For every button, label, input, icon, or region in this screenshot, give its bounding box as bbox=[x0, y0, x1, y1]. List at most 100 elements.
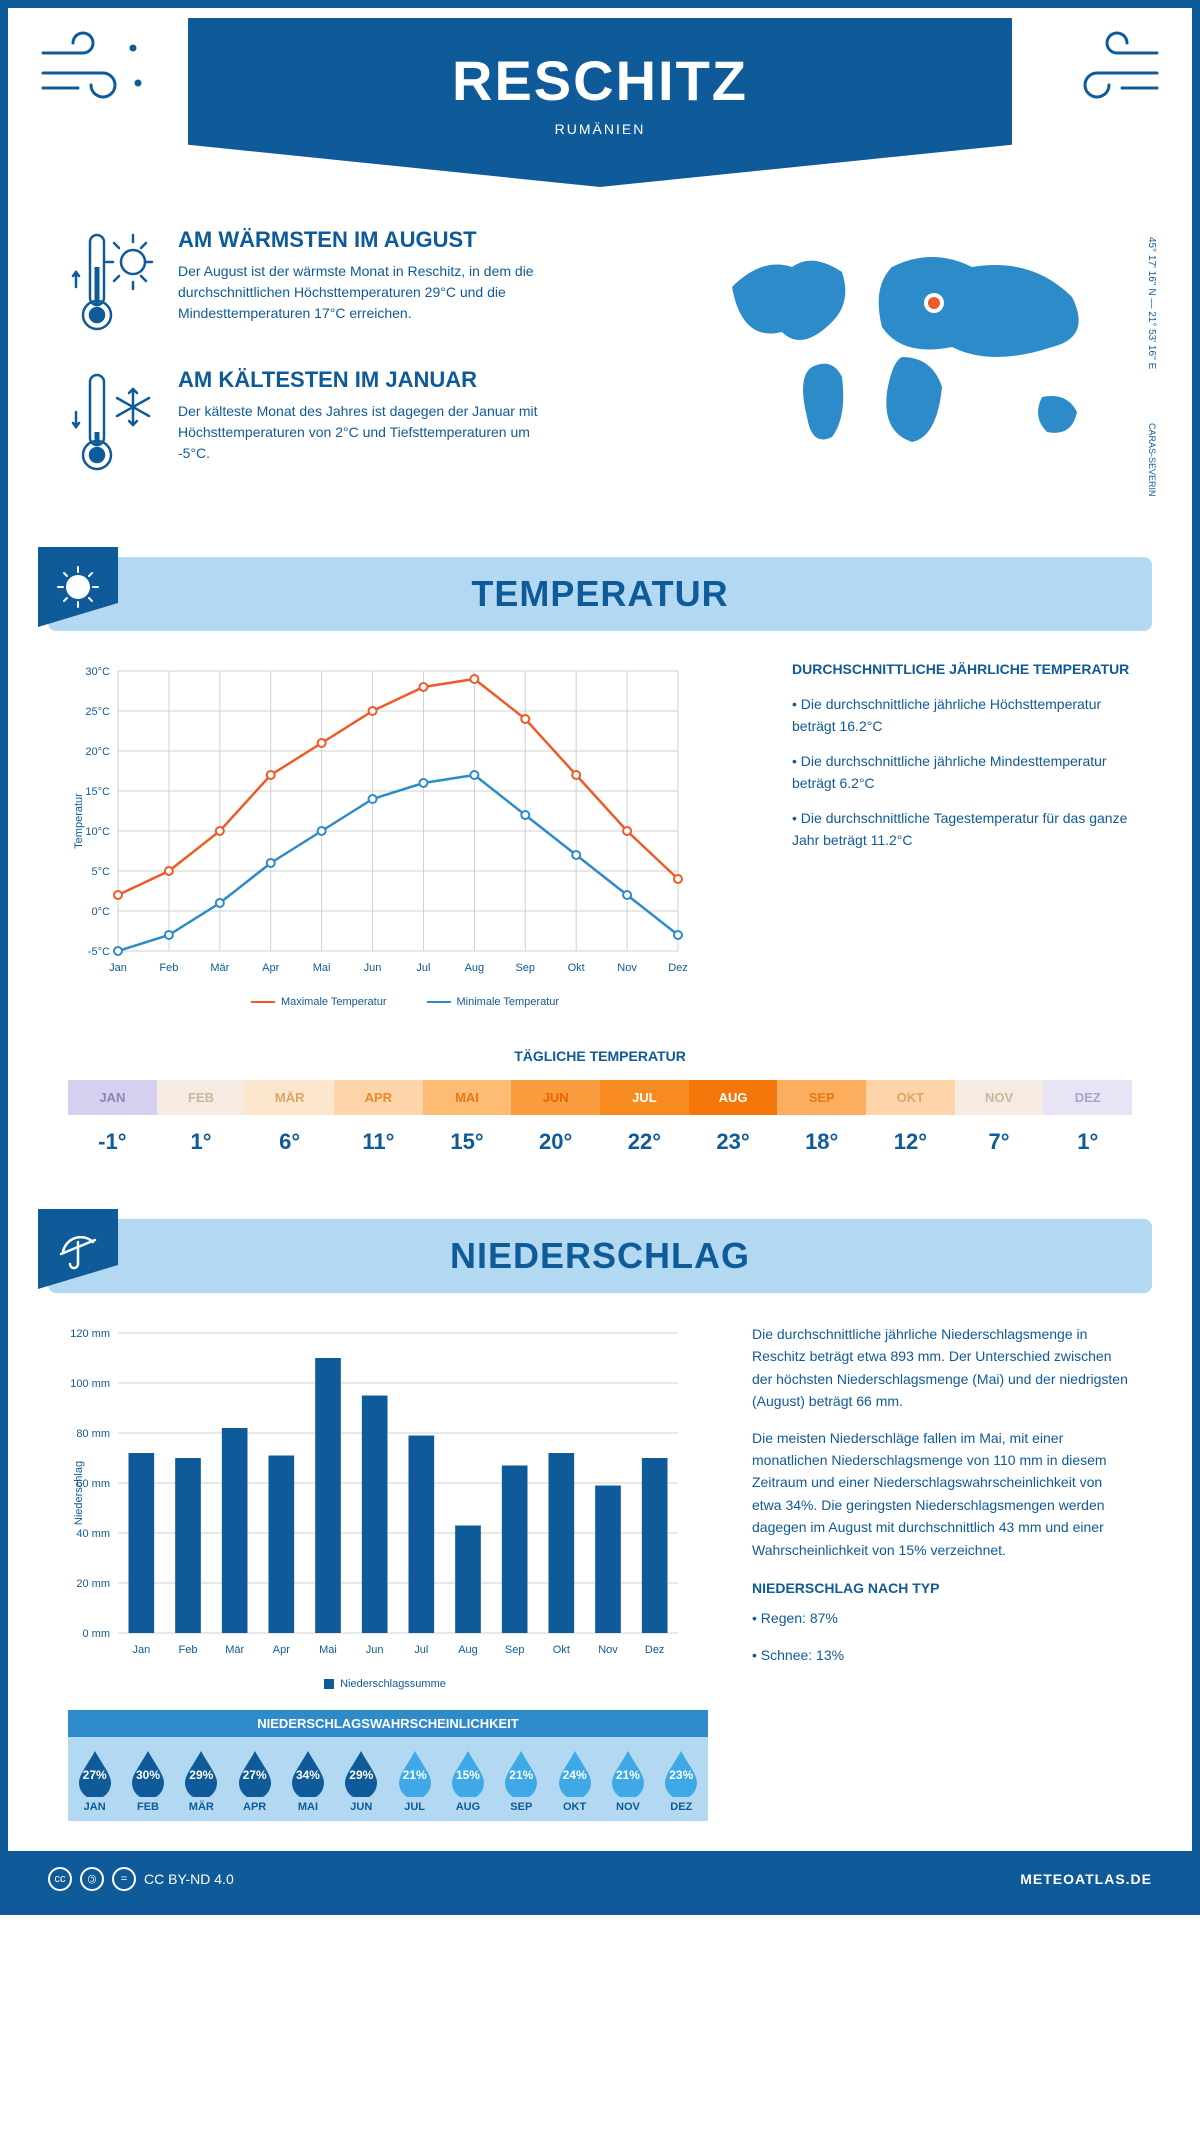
prob-cell: 23%DEZ bbox=[655, 1749, 708, 1813]
svg-text:Niederschlag: Niederschlag bbox=[73, 1461, 85, 1525]
svg-text:20°C: 20°C bbox=[85, 746, 110, 758]
svg-text:Temperatur: Temperatur bbox=[73, 793, 85, 849]
world-map: 45° 17' 16'' N — 21° 53' 16'' E CARAS-SE… bbox=[712, 227, 1132, 507]
temperature-text: DURCHSCHNITTLICHE JÄHRLICHE TEMPERATUR •… bbox=[792, 661, 1132, 1008]
temp-cell: JUN20° bbox=[511, 1080, 600, 1169]
coldest-fact: AM KÄLTESTEN IM JANUAR Der kälteste Mona… bbox=[68, 367, 672, 477]
temp-cell: NOV7° bbox=[955, 1080, 1044, 1169]
temp-cell: JUL22° bbox=[600, 1080, 689, 1169]
daily-temperature: TÄGLICHE TEMPERATUR JAN-1°FEB1°MÄR6°APR1… bbox=[8, 1038, 1192, 1199]
svg-text:Mär: Mär bbox=[225, 1644, 244, 1656]
precipitation-text: Die durchschnittliche jährliche Niedersc… bbox=[752, 1323, 1132, 1690]
nd-icon: = bbox=[112, 1867, 136, 1891]
bytype1: • Regen: 87% bbox=[752, 1607, 1132, 1629]
temperature-body: -5°C0°C5°C10°C15°C20°C25°C30°CJanFebMärA… bbox=[8, 631, 1192, 1038]
prob-cell: 30%FEB bbox=[121, 1749, 174, 1813]
svg-text:5°C: 5°C bbox=[92, 866, 111, 878]
sun-icon bbox=[38, 547, 118, 627]
temp-cell: APR11° bbox=[334, 1080, 423, 1169]
temperature-chart: -5°C0°C5°C10°C15°C20°C25°C30°CJanFebMärA… bbox=[68, 661, 742, 1008]
precipitation-chart: 0 mm20 mm40 mm60 mm80 mm100 mm120 mmJanF… bbox=[68, 1323, 702, 1690]
wind-icon bbox=[1052, 28, 1162, 108]
svg-text:15°C: 15°C bbox=[85, 786, 110, 798]
svg-text:Mär: Mär bbox=[210, 962, 229, 974]
temp-legend: Maximale Temperatur Minimale Temperatur bbox=[68, 996, 742, 1008]
svg-text:Jan: Jan bbox=[109, 962, 127, 974]
warmest-body: Der August ist der wärmste Monat in Resc… bbox=[178, 261, 558, 324]
svg-text:Dez: Dez bbox=[668, 962, 688, 974]
svg-text:Feb: Feb bbox=[179, 1644, 198, 1656]
temp-cell: AUG23° bbox=[689, 1080, 778, 1169]
header-wrap: RESCHITZ RUMÄNIEN bbox=[8, 8, 1192, 187]
warmest-title: AM WÄRMSTEN IM AUGUST bbox=[178, 227, 558, 253]
prob-row: 27%JAN30%FEB29%MÄR27%APR34%MAI29%JUN21%J… bbox=[68, 1737, 708, 1821]
svg-text:20 mm: 20 mm bbox=[76, 1578, 110, 1590]
svg-text:Dez: Dez bbox=[645, 1644, 665, 1656]
svg-text:-5°C: -5°C bbox=[88, 946, 110, 958]
coldest-text: AM KÄLTESTEN IM JANUAR Der kälteste Mona… bbox=[178, 367, 558, 477]
city-name: RESCHITZ bbox=[208, 48, 992, 113]
umbrella-icon bbox=[38, 1209, 118, 1289]
prob-cell: 15%AUG bbox=[441, 1749, 494, 1813]
license: cc 🄯 = CC BY-ND 4.0 bbox=[48, 1867, 234, 1891]
warmest-text: AM WÄRMSTEN IM AUGUST Der August ist der… bbox=[178, 227, 558, 337]
prob-cell: 21%JUL bbox=[388, 1749, 441, 1813]
prob-cell: 24%OKT bbox=[548, 1749, 601, 1813]
map-svg bbox=[712, 227, 1132, 467]
precipitation-heading: NIEDERSCHLAG bbox=[48, 1235, 1152, 1277]
cc-icon: cc bbox=[48, 1867, 72, 1891]
precipitation-header: NIEDERSCHLAG bbox=[48, 1219, 1152, 1293]
prob-cell: 34%MAI bbox=[281, 1749, 334, 1813]
svg-text:120 mm: 120 mm bbox=[70, 1328, 110, 1340]
prob-cell: 27%JAN bbox=[68, 1749, 121, 1813]
intro-section: AM WÄRMSTEN IM AUGUST Der August ist der… bbox=[8, 187, 1192, 537]
svg-text:Jan: Jan bbox=[132, 1644, 150, 1656]
legend-max: Maximale Temperatur bbox=[251, 996, 387, 1008]
svg-text:Jun: Jun bbox=[364, 962, 382, 974]
svg-text:80 mm: 80 mm bbox=[76, 1428, 110, 1440]
precip-text1: Die durchschnittliche jährliche Niedersc… bbox=[752, 1323, 1132, 1413]
page: RESCHITZ RUMÄNIEN AM WÄRMSTEN IM AUGUST … bbox=[0, 0, 1200, 1915]
prob-cell: 21%NOV bbox=[601, 1749, 654, 1813]
temp-cell: SEP18° bbox=[777, 1080, 866, 1169]
footer: cc 🄯 = CC BY-ND 4.0 METEOATLAS.DE bbox=[8, 1851, 1192, 1907]
svg-text:40 mm: 40 mm bbox=[76, 1528, 110, 1540]
coordinates: 45° 17' 16'' N — 21° 53' 16'' E bbox=[1146, 237, 1157, 369]
svg-text:Nov: Nov bbox=[598, 1644, 618, 1656]
svg-text:25°C: 25°C bbox=[85, 706, 110, 718]
svg-text:Okt: Okt bbox=[568, 962, 585, 974]
svg-text:Aug: Aug bbox=[458, 1644, 478, 1656]
bytype-heading: NIEDERSCHLAG NACH TYP bbox=[752, 1577, 1132, 1599]
precipitation-body: 0 mm20 mm40 mm60 mm80 mm100 mm120 mmJanF… bbox=[8, 1293, 1192, 1700]
header-banner: RESCHITZ RUMÄNIEN bbox=[188, 18, 1012, 187]
prob-cell: 29%MÄR bbox=[175, 1749, 228, 1813]
prob-cell: 21%SEP bbox=[495, 1749, 548, 1813]
temp-subheading: DURCHSCHNITTLICHE JÄHRLICHE TEMPERATUR bbox=[792, 661, 1132, 677]
coldest-title: AM KÄLTESTEN IM JANUAR bbox=[178, 367, 558, 393]
svg-text:Jul: Jul bbox=[416, 962, 430, 974]
svg-text:Jul: Jul bbox=[414, 1644, 428, 1656]
country-name: RUMÄNIEN bbox=[208, 121, 992, 137]
license-text: CC BY-ND 4.0 bbox=[144, 1871, 234, 1887]
svg-text:Sep: Sep bbox=[515, 962, 535, 974]
temp-bullet1: • Die durchschnittliche jährliche Höchst… bbox=[792, 693, 1132, 738]
precip-legend: Niederschlagssumme bbox=[68, 1678, 702, 1690]
probability-box: NIEDERSCHLAGSWAHRSCHEINLICHKEIT 27%JAN30… bbox=[68, 1710, 708, 1821]
warmest-fact: AM WÄRMSTEN IM AUGUST Der August ist der… bbox=[68, 227, 672, 337]
by-icon: 🄯 bbox=[80, 1867, 104, 1891]
legend-min: Minimale Temperatur bbox=[427, 996, 560, 1008]
temp-cell: MÄR6° bbox=[245, 1080, 334, 1169]
temp-cell: FEB1° bbox=[157, 1080, 246, 1169]
temperature-heading: TEMPERATUR bbox=[48, 573, 1152, 615]
svg-text:Mai: Mai bbox=[319, 1644, 337, 1656]
temp-bullet3: • Die durchschnittliche Tagestemperatur … bbox=[792, 807, 1132, 852]
prob-cell: 27%APR bbox=[228, 1749, 281, 1813]
temp-cell: MAI15° bbox=[423, 1080, 512, 1169]
thermometer-cold-icon bbox=[68, 367, 158, 477]
bytype2: • Schnee: 13% bbox=[752, 1644, 1132, 1666]
svg-text:Apr: Apr bbox=[262, 962, 279, 974]
svg-text:Okt: Okt bbox=[553, 1644, 570, 1656]
intro-facts: AM WÄRMSTEN IM AUGUST Der August ist der… bbox=[68, 227, 672, 507]
svg-text:Jun: Jun bbox=[366, 1644, 384, 1656]
temperature-header: TEMPERATUR bbox=[48, 557, 1152, 631]
